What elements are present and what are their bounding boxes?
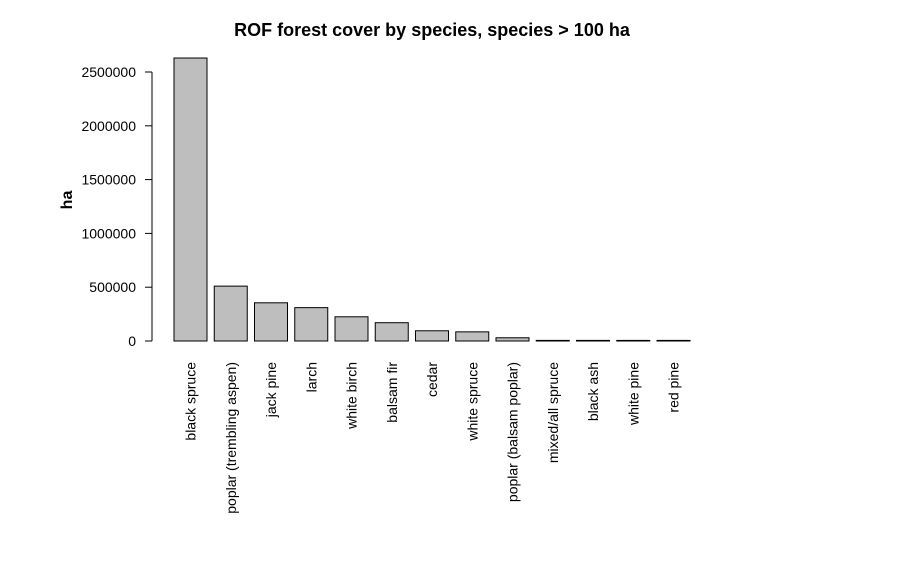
x-tick-label: balsam fir [384,362,400,423]
bar [334,316,369,342]
bar [535,339,570,342]
y-axis-label: ha [59,191,76,210]
y-tick-label: 500000 [89,279,136,295]
bar [213,285,248,342]
y-tick-label: 1000000 [81,225,136,241]
x-tick-label: poplar (balsam poplar) [505,362,521,502]
y-tick-label: 2500000 [81,64,136,80]
x-tick-label: white spruce [464,362,480,442]
y-tick-label: 0 [128,333,136,349]
x-tick-label: black spruce [183,362,199,441]
bar [374,322,409,342]
y-tick-label: 1500000 [81,172,136,188]
x-tick-label: mixed/all spruce [545,362,561,463]
x-tick-labels: black spruce poplar (trembling aspen) jack… [183,362,682,514]
x-tick-label: cedar [424,362,440,397]
chart-title: ROF forest cover by species, species > 1… [234,20,631,40]
y-tick-label: 2000000 [81,118,136,134]
bar [415,330,449,342]
x-tick-label: jack pine [263,362,279,418]
bar [455,331,490,342]
x-tick-label: white pine [625,362,641,426]
bar [576,339,610,342]
x-tick-label: larch [303,362,319,392]
bar [616,339,651,342]
y-axis: 0 500000 1000000 1500000 2000000 2500000 [81,64,153,349]
bar [656,339,691,342]
bar [254,302,288,342]
bar [495,337,530,342]
x-tick-label: black ash [585,362,601,421]
x-tick-label: poplar (trembling aspen) [223,362,239,514]
x-tick-label: red pine [666,362,682,413]
x-tick-label: white birch [344,362,360,430]
bars-group [173,57,691,342]
bar [173,57,208,342]
bar [294,307,329,342]
